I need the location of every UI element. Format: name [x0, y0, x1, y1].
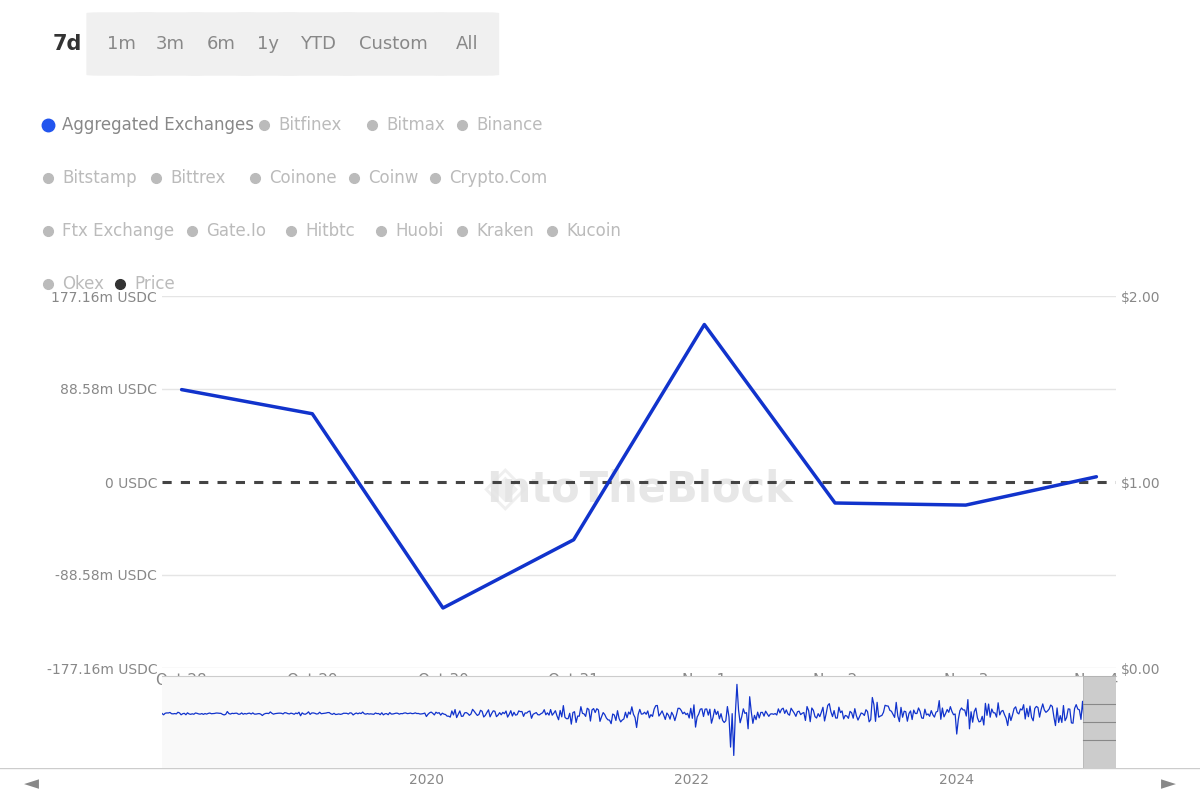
Text: 1y: 1y: [257, 35, 280, 53]
Text: 1m: 1m: [107, 35, 137, 53]
Text: Ftx Exchange: Ftx Exchange: [62, 222, 174, 240]
Text: 3m: 3m: [155, 35, 185, 53]
Text: Aggregated Exchanges: Aggregated Exchanges: [62, 116, 254, 134]
Text: Coinone: Coinone: [270, 169, 337, 186]
FancyBboxPatch shape: [278, 12, 358, 76]
Bar: [1082, 676, 1116, 768]
Text: Bitmax: Bitmax: [386, 116, 445, 134]
FancyBboxPatch shape: [236, 12, 300, 76]
FancyBboxPatch shape: [434, 12, 499, 76]
Text: ◈: ◈: [484, 462, 527, 517]
FancyBboxPatch shape: [338, 12, 448, 76]
Text: Gate.Io: Gate.Io: [206, 222, 266, 240]
Text: Bitfinex: Bitfinex: [278, 116, 342, 134]
Text: Hitbtc: Hitbtc: [305, 222, 355, 240]
FancyBboxPatch shape: [86, 12, 157, 76]
FancyBboxPatch shape: [186, 12, 257, 76]
Text: 6m: 6m: [206, 35, 236, 53]
Text: Bittrex: Bittrex: [170, 169, 226, 186]
FancyBboxPatch shape: [134, 12, 205, 76]
Text: Okex: Okex: [62, 275, 104, 293]
Text: Kucoin: Kucoin: [566, 222, 622, 240]
Text: IntoTheBlock: IntoTheBlock: [486, 469, 792, 510]
Text: Kraken: Kraken: [476, 222, 534, 240]
Text: Bitstamp: Bitstamp: [62, 169, 137, 186]
Text: YTD: YTD: [300, 35, 336, 53]
Text: 7d: 7d: [53, 34, 82, 54]
Text: ►: ►: [1162, 774, 1176, 794]
Text: Crypto.Com: Crypto.Com: [450, 169, 547, 186]
Text: All: All: [456, 35, 478, 53]
Text: Coinw: Coinw: [368, 169, 419, 186]
Text: Huobi: Huobi: [396, 222, 444, 240]
Text: ◄: ◄: [24, 774, 38, 794]
Text: Binance: Binance: [476, 116, 542, 134]
Text: Price: Price: [134, 275, 175, 293]
Text: Custom: Custom: [359, 35, 427, 53]
